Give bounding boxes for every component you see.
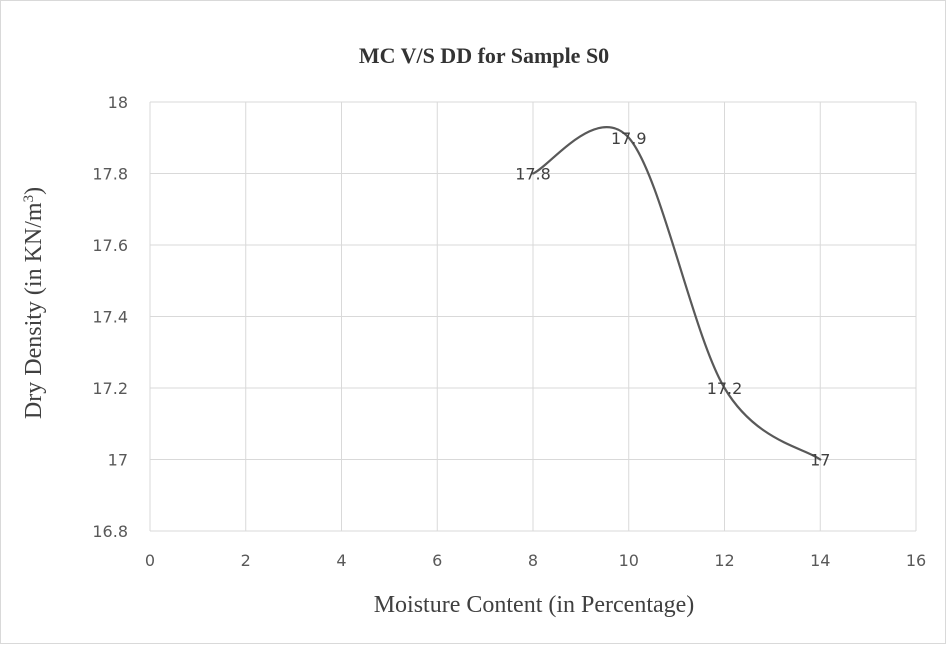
y-axis-title-sup: 3 [21,195,37,203]
x-tick-label: 10 [619,551,639,570]
series-lines [531,126,822,461]
y-axis-title-main: Dry Density (in KN/m [21,202,47,419]
x-tick-label: 8 [528,551,538,570]
y-tick-label: 17.2 [92,379,128,398]
data-label: 17.2 [707,379,743,398]
y-tick-label: 16.8 [92,522,128,541]
x-tick-label: 0 [145,551,155,570]
y-axis-title-end: ) [21,187,47,195]
data-labels: 17.8 17.9 17.2 17 [515,129,830,470]
y-tick-label: 17.4 [92,308,128,327]
x-tick-label: 12 [714,551,734,570]
x-axis-ticks: 0 2 4 6 8 10 12 14 16 [145,551,926,570]
series-line [531,126,822,461]
x-tick-label: 2 [241,551,251,570]
y-tick-label: 17.8 [92,165,128,184]
x-tick-label: 4 [336,551,346,570]
y-tick-label: 18 [108,93,128,112]
data-label: 17 [810,451,830,470]
data-label: 17.8 [515,165,551,184]
data-label: 17.9 [611,129,647,148]
gridlines [149,101,917,532]
y-tick-label: 17.6 [92,236,128,255]
x-axis-title: Moisture Content (in Percentage) [374,592,695,618]
x-tick-label: 14 [810,551,830,570]
x-tick-label: 16 [906,551,926,570]
y-axis-title: Dry Density (in KN/m3) [21,187,47,419]
x-tick-label: 6 [432,551,442,570]
y-axis-ticks: 16.8 17 17.2 17.4 17.6 17.8 18 [92,93,128,541]
chart-title: MC V/S DD for Sample S0 [359,43,609,68]
y-tick-label: 17 [108,451,128,470]
